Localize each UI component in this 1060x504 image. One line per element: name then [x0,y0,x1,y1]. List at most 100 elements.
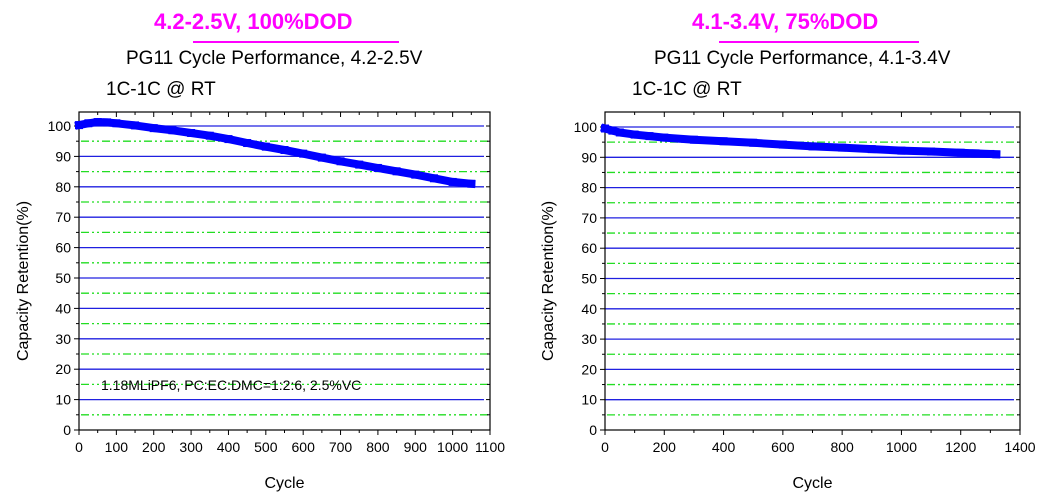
data-point [187,128,196,137]
x-tick-label: 500 [254,439,278,455]
right-chart-title: PG11 Cycle Performance, 4.1-3.4V [654,48,951,69]
y-tick-label: 10 [55,392,71,408]
x-tick-label: 1000 [886,439,917,455]
data-point [205,131,214,140]
y-tick-label: 20 [55,361,71,377]
y-tick-label: 0 [63,422,71,438]
y-tick-label: 40 [581,301,597,317]
data-point [168,126,177,135]
data-point [608,126,617,135]
data-point [112,119,121,128]
data-point [467,179,476,188]
data-point [149,124,158,133]
right-headline: 4.1-3.4V, 75%DOD [692,9,879,34]
data-point [897,146,906,155]
data-point [411,170,420,179]
y-tick-label: 90 [55,148,71,164]
y-tick-label: 10 [581,392,597,408]
data-point [630,130,639,139]
data-point [645,132,654,141]
left-headline-underline [193,41,399,43]
data-point [808,142,817,151]
data-point [971,149,980,158]
y-tick-label: 80 [581,180,597,196]
data-point [615,128,624,137]
x-tick-label: 300 [179,439,203,455]
data-point [448,177,457,186]
y-tick-label: 30 [581,331,597,347]
y-tick-label: 20 [581,361,597,377]
y-axis-title: Capacity Retention(%) [15,201,32,361]
x-axis-title: Cycle [792,475,832,492]
right-headline-underline [719,41,919,43]
left-chart-title: PG11 Cycle Performance, 4.2-2.5V [126,48,423,69]
x-tick-label: 800 [366,439,390,455]
data-point [355,160,364,169]
x-tick-label: 400 [217,439,241,455]
data-point [392,167,401,176]
x-tick-label: 1100 [475,439,505,455]
data-point [719,137,728,146]
plot-frame [604,111,1021,431]
x-tick-label: 600 [292,439,316,455]
data-point [749,138,758,147]
y-tick-label: 80 [55,179,71,195]
x-tick-label: 700 [329,439,353,455]
data-point [601,124,609,133]
data-point [373,163,382,172]
x-tick-label: 0 [75,439,83,455]
y-tick-label: 40 [55,300,71,316]
data-point [103,118,112,127]
data-point [986,149,995,158]
data-point [299,149,308,158]
data-point [992,150,1001,159]
data-point [867,145,876,154]
x-tick-label: 200 [653,439,677,455]
x-tick-label: 0 [601,439,609,455]
right-chart-subtitle: 1C-1C @ RT [632,79,742,100]
data-point [261,142,270,151]
data-point [429,174,438,183]
x-tick-label: 1200 [945,439,976,455]
data-point [778,140,787,149]
x-tick-label: 1000 [437,439,468,455]
y-tick-label: 70 [581,210,597,226]
electrolyte-annotation: 1.18MLiPF6, PC:EC:DMC=1:2:6, 2.5%VC [101,377,361,393]
data-point [838,143,847,152]
y-tick-label: 100 [574,119,598,135]
data-point [317,153,326,162]
data-point [280,146,289,155]
x-tick-label: 1400 [1004,439,1035,455]
y-tick-label: 50 [55,270,71,286]
data-point [243,139,252,148]
y-tick-label: 50 [581,271,597,287]
data-point [224,135,233,144]
y-tick-label: 0 [589,422,597,438]
y-tick-label: 70 [55,209,71,225]
y-axis-title: Capacity Retention(%) [540,201,557,361]
left-headline: 4.2-2.5V, 100%DOD [154,9,353,34]
data-point [956,148,965,157]
x-tick-label: 400 [712,439,736,455]
x-axis-title: Cycle [264,475,304,492]
x-tick-label: 200 [142,439,166,455]
x-tick-label: 600 [771,439,795,455]
x-tick-label: 900 [404,439,428,455]
data-point [660,133,669,142]
data-point [131,121,140,130]
data-point [93,118,102,127]
data-point [927,147,936,156]
y-tick-label: 100 [48,118,72,134]
y-tick-label: 30 [55,331,71,347]
data-point [84,119,93,128]
left-chart-subtitle: 1C-1C @ RT [106,79,216,100]
data-point [336,157,345,166]
data-point [75,121,83,130]
data-point [689,135,698,144]
y-tick-label: 60 [581,240,597,256]
x-tick-label: 100 [105,439,129,455]
y-tick-label: 60 [55,240,71,256]
